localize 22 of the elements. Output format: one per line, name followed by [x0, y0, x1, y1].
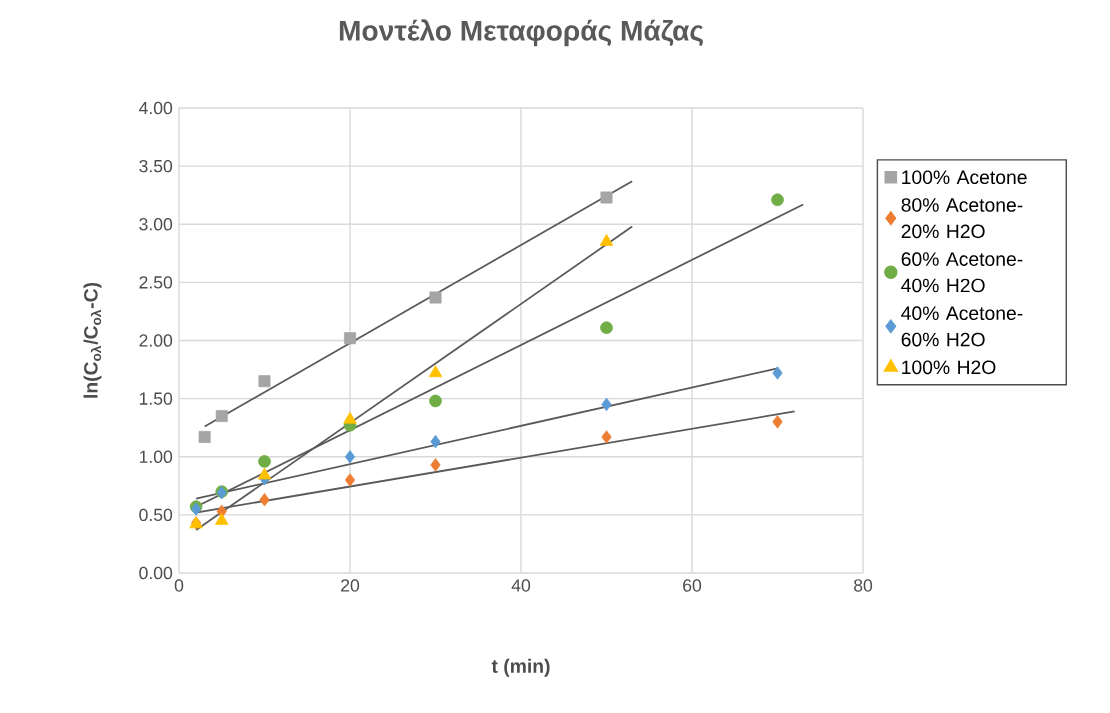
legend-label: 100% H2O	[902, 360, 996, 375]
y-tick-label: 0.50	[139, 508, 173, 522]
y-tick-label: 1.50	[139, 392, 173, 405]
x-tick-label: 60	[683, 579, 702, 592]
x-tick-label: 40	[511, 579, 531, 592]
y-tick-label: 2.00	[139, 334, 173, 347]
legend-label: 60% Acetone-40% H2O	[901, 252, 1023, 293]
y-tick-label: 1.00	[139, 450, 173, 463]
y-tick-label: 0.00	[139, 566, 173, 580]
y-tick-label: 3.50	[139, 159, 173, 173]
chart-title: Μοντέλο Μεταφοράς Μάζας	[339, 19, 703, 47]
legend-label: 40% Acetone-60% H2O	[901, 306, 1023, 347]
x-tick-label: 0	[174, 579, 184, 592]
x-axis-title: t (min)	[491, 658, 550, 677]
legend-label: 100% Acetone	[902, 170, 1027, 185]
y-tick-label: 4.00	[139, 101, 173, 115]
y-tick-label: 2.50	[139, 276, 173, 289]
x-tick-label: 80	[854, 579, 873, 592]
y-axis-title: ln(C$_{ολ}$/C$_{ολ}$-C)	[83, 282, 102, 398]
y-tick-label: 3.00	[139, 218, 173, 231]
x-tick-label: 20	[341, 579, 360, 592]
legend-label: 80% Acetone-20% H2O	[901, 198, 1023, 239]
